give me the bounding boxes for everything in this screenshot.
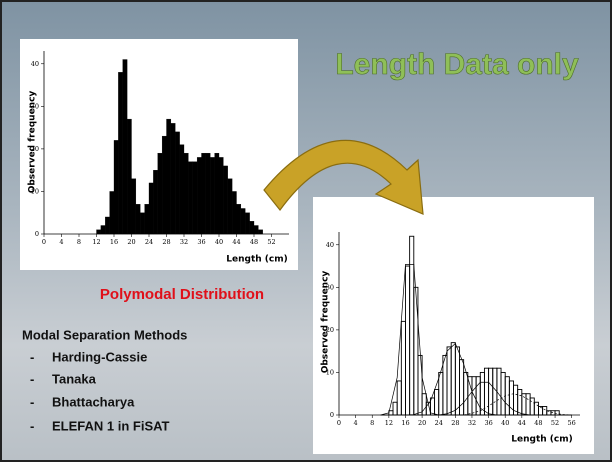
slide-canvas: Length Data only Polymodal Distribution …: [2, 2, 610, 460]
histogram-bar: [97, 230, 101, 234]
methods-list: - Harding-Cassie - Tanaka - Bhattacharya - ELEF…: [30, 349, 170, 433]
x-tick-label: 24: [145, 238, 153, 246]
x-tick-label: 36: [484, 419, 492, 427]
histogram-bar: [215, 153, 219, 234]
histogram-bar: [241, 208, 245, 234]
histogram-bar: [180, 145, 184, 234]
histogram-bar: [162, 136, 166, 234]
bullet: -: [30, 371, 34, 386]
histogram-bar: [184, 153, 188, 234]
histogram-bar: [149, 183, 153, 234]
x-tick-label: 36: [197, 238, 205, 246]
x-tick-label: 16: [401, 419, 409, 427]
histogram-bar: [237, 204, 241, 234]
x-tick-label: 8: [370, 419, 374, 427]
histogram-bar: [228, 179, 232, 234]
y-axis-label: Observed frequency: [28, 91, 38, 194]
histogram-bar: [250, 221, 254, 234]
bullet: -: [30, 418, 34, 433]
histogram-bar: [114, 140, 118, 234]
x-tick-label: 32: [180, 238, 188, 246]
x-tick-label: 44: [232, 238, 240, 246]
histogram-bar: [158, 153, 162, 234]
method-item: ELEFAN 1 in FiSAT: [52, 418, 170, 433]
histogram-bar: [145, 204, 149, 234]
histogram-bar: [206, 153, 210, 234]
histogram-bar: [188, 162, 192, 234]
method-item: Harding-Cassie: [52, 349, 147, 364]
x-tick-label: 12: [92, 238, 100, 246]
x-tick-label: 28: [451, 419, 459, 427]
bullet: -: [30, 394, 34, 409]
histogram-bar: [110, 191, 114, 234]
histogram-bar: [258, 230, 262, 234]
x-tick-label: 40: [215, 238, 223, 246]
histogram-bar: [118, 72, 122, 234]
slide: Length Data only Polymodal Distribution …: [0, 0, 612, 462]
histogram-bar: [136, 204, 140, 234]
x-tick-label: 40: [501, 419, 509, 427]
histogram-bar: [153, 170, 157, 234]
x-tick-label: 44: [518, 419, 526, 427]
chart-panel: [313, 197, 594, 454]
histogram-bar: [254, 225, 258, 234]
histogram-bar: [232, 191, 236, 234]
y-axis-label: Observed frequency: [321, 271, 331, 374]
histogram-bar: [193, 162, 197, 234]
y-tick-label: 0: [35, 230, 39, 238]
y-tick-label: 0: [330, 411, 334, 419]
x-tick-label: 0: [42, 238, 46, 246]
x-tick-label: 48: [534, 419, 542, 427]
x-tick-label: 52: [267, 238, 275, 246]
x-tick-label: 52: [551, 419, 559, 427]
histogram-bar: [202, 153, 206, 234]
histogram-bar: [132, 179, 136, 234]
x-tick-label: 28: [162, 238, 170, 246]
methods-heading: Modal Separation Methods: [22, 327, 187, 342]
x-tick-label: 16: [110, 238, 118, 246]
histogram-bar: [219, 157, 223, 234]
histogram-bar: [223, 166, 227, 234]
x-tick-label: 20: [127, 238, 135, 246]
histogram-bar: [123, 60, 127, 234]
method-item: Tanaka: [52, 371, 97, 386]
x-tick-label: 24: [435, 419, 443, 427]
y-tick-label: 40: [31, 60, 39, 68]
x-tick-label: 32: [468, 419, 476, 427]
bullet: -: [30, 349, 34, 364]
x-axis-label: Length (cm): [226, 255, 287, 265]
histogram-bar: [171, 123, 175, 234]
histogram-bar: [210, 157, 214, 234]
method-item: Bhattacharya: [52, 394, 135, 409]
x-tick-label: 4: [354, 419, 358, 427]
x-tick-label: 48: [250, 238, 258, 246]
histogram-bar: [175, 132, 179, 234]
histogram-bar: [105, 217, 109, 234]
x-tick-label: 12: [385, 419, 393, 427]
x-tick-label: 8: [77, 238, 81, 246]
histogram-bar: [197, 157, 201, 234]
y-tick-label: 40: [326, 241, 334, 249]
x-axis-label: Length (cm): [511, 435, 572, 445]
histogram-bar: [127, 119, 131, 234]
x-tick-label: 56: [568, 419, 576, 427]
histogram-bar: [101, 225, 105, 234]
histogram-bar: [167, 119, 171, 234]
x-tick-label: 20: [418, 419, 426, 427]
slide-title: Length Data only: [335, 48, 579, 81]
x-tick-label: 0: [337, 419, 341, 427]
histogram-bar: [245, 213, 249, 234]
histogram-bar: [140, 213, 144, 234]
subtitle: Polymodal Distribution: [100, 286, 264, 303]
x-tick-label: 4: [59, 238, 63, 246]
